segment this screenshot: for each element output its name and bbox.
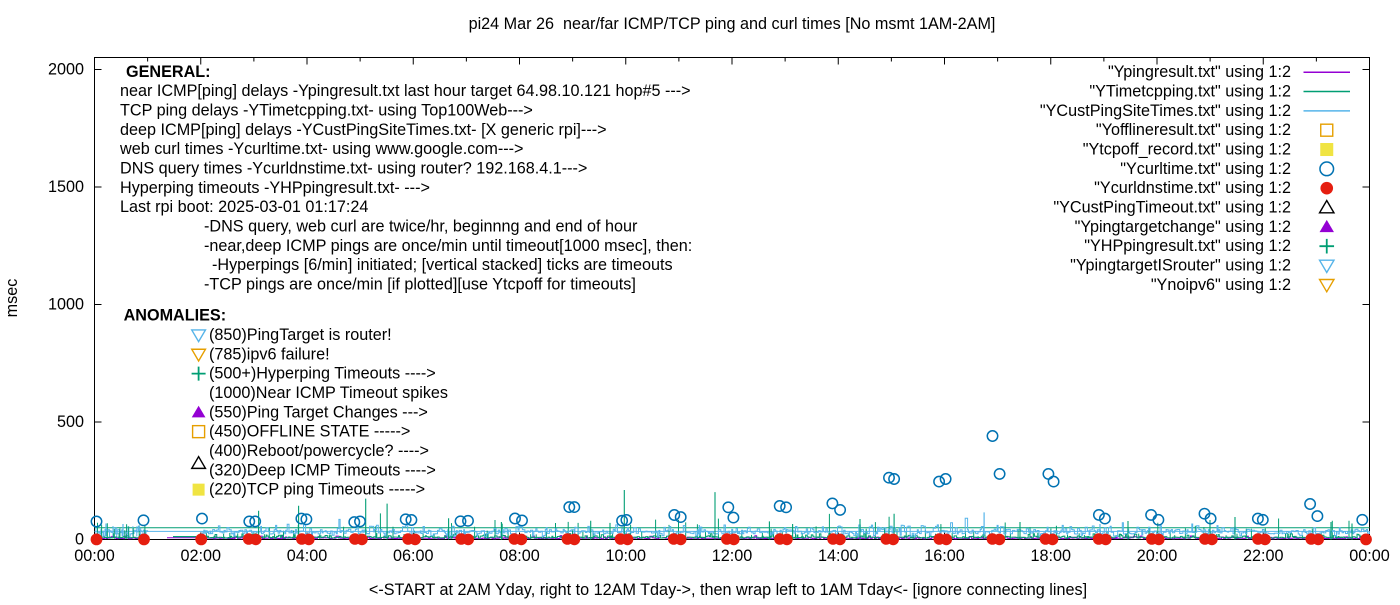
svg-text:"YHPpingresult.txt" using 1:2: "YHPpingresult.txt" using 1:2 bbox=[1084, 237, 1291, 255]
svg-text:20:00: 20:00 bbox=[1137, 547, 1178, 565]
svg-text:DNS query times -Ycurldnstime.: DNS query times -Ycurldnstime.txt- using… bbox=[120, 159, 587, 177]
svg-text:12:00: 12:00 bbox=[712, 547, 753, 565]
svg-text:500: 500 bbox=[57, 413, 84, 431]
svg-text:deep ICMP[ping] delays -YCustP: deep ICMP[ping] delays -YCustPingSiteTim… bbox=[120, 121, 607, 139]
svg-text:TCP ping delays -YTimetcpping.: TCP ping delays -YTimetcpping.txt- using… bbox=[120, 101, 533, 119]
svg-text:ANOMALIES:: ANOMALIES: bbox=[124, 307, 227, 325]
svg-text:"YCustPingSiteTimes.txt" using: "YCustPingSiteTimes.txt" using 1:2 bbox=[1040, 102, 1291, 120]
svg-text:(785)ipv6 failure!: (785)ipv6 failure! bbox=[209, 345, 330, 363]
svg-text:02:00: 02:00 bbox=[180, 547, 221, 565]
svg-text:04:00: 04:00 bbox=[287, 547, 328, 565]
svg-text:"YTimetcpping.txt" using 1:2: "YTimetcpping.txt" using 1:2 bbox=[1089, 83, 1291, 101]
svg-text:00:00: 00:00 bbox=[1349, 547, 1390, 565]
svg-text:"Ycurltime.txt" using 1:2: "Ycurltime.txt" using 1:2 bbox=[1120, 160, 1291, 178]
svg-text:"YCustPingTimeout.txt" using 1: "YCustPingTimeout.txt" using 1:2 bbox=[1053, 199, 1291, 217]
svg-text:near ICMP[ping] delays -Ypingr: near ICMP[ping] delays -Ypingresult.txt … bbox=[120, 82, 691, 100]
svg-text:16:00: 16:00 bbox=[924, 547, 965, 565]
svg-text:2000: 2000 bbox=[48, 61, 84, 79]
svg-text:(450)OFFLINE STATE ----->: (450)OFFLINE STATE -----> bbox=[209, 423, 410, 441]
svg-text:(550)Ping Target Changes --->: (550)Ping Target Changes ---> bbox=[209, 403, 428, 421]
svg-text:00:00: 00:00 bbox=[74, 547, 115, 565]
svg-text:(850)PingTarget is router!: (850)PingTarget is router! bbox=[209, 326, 392, 344]
svg-text:(400)Reboot/powercycle? ---->: (400)Reboot/powercycle? ----> bbox=[209, 442, 429, 460]
svg-text:14:00: 14:00 bbox=[818, 547, 859, 565]
svg-text:08:00: 08:00 bbox=[499, 547, 540, 565]
svg-text:"Ypingresult.txt" using 1:2: "Ypingresult.txt" using 1:2 bbox=[1108, 63, 1291, 81]
svg-text:"Yofflineresult.txt" using 1:2: "Yofflineresult.txt" using 1:2 bbox=[1096, 121, 1291, 139]
svg-text:(1000)Near ICMP Timeout spikes: (1000)Near ICMP Timeout spikes bbox=[209, 384, 448, 402]
svg-text:"Ypingtargetchange" using 1:2: "Ypingtargetchange" using 1:2 bbox=[1075, 218, 1291, 236]
svg-text:-near,deep ICMP pings are once: -near,deep ICMP pings are once/min until… bbox=[204, 237, 692, 255]
svg-text:-TCP pings are once/min [if pl: -TCP pings are once/min [if plotted][use… bbox=[204, 275, 636, 293]
svg-text:"Ynoipv6" using 1:2: "Ynoipv6" using 1:2 bbox=[1151, 276, 1291, 294]
svg-text:"Ycurldnstime.txt" using 1:2: "Ycurldnstime.txt" using 1:2 bbox=[1094, 179, 1291, 197]
svg-text:Last rpi boot: 2025-03-01 01:1: Last rpi boot: 2025-03-01 01:17:24 bbox=[120, 198, 368, 216]
svg-text:Hyperping timeouts -YHPpingres: Hyperping timeouts -YHPpingresult.txt- -… bbox=[120, 179, 430, 197]
svg-text:10:00: 10:00 bbox=[605, 547, 646, 565]
svg-text:msec: msec bbox=[3, 279, 21, 318]
svg-text:0: 0 bbox=[75, 531, 84, 549]
svg-text:web curl times -Ycurltime.txt-: web curl times -Ycurltime.txt- using www… bbox=[119, 140, 523, 158]
svg-text:"YpingtargetISrouter" using 1:: "YpingtargetISrouter" using 1:2 bbox=[1070, 257, 1291, 275]
svg-text:06:00: 06:00 bbox=[393, 547, 434, 565]
svg-text:18:00: 18:00 bbox=[1030, 547, 1071, 565]
svg-text:(220)TCP ping Timeouts ----->: (220)TCP ping Timeouts -----> bbox=[209, 481, 425, 499]
svg-text:(500+)Hyperping Timeouts ---->: (500+)Hyperping Timeouts ----> bbox=[209, 365, 436, 383]
svg-text:-Hyperpings [6/min] initiated;: -Hyperpings [6/min] initiated; [vertical… bbox=[212, 256, 673, 274]
svg-text:"Ytcpoff_record.txt" using 1:2: "Ytcpoff_record.txt" using 1:2 bbox=[1083, 141, 1291, 159]
svg-text:1500: 1500 bbox=[48, 178, 84, 196]
svg-text:1000: 1000 bbox=[48, 296, 84, 314]
svg-text:22:00: 22:00 bbox=[1243, 547, 1284, 565]
svg-text:-DNS query, web curl are twice: -DNS query, web curl are twice/hr, begin… bbox=[204, 217, 638, 235]
svg-text:<-START at 2AM Yday, right to: <-START at 2AM Yday, right to 12AM Tday-… bbox=[369, 581, 1087, 599]
svg-text:GENERAL:: GENERAL: bbox=[126, 63, 211, 81]
svg-text:pi24 Mar 26 near/far ICMP/TCP: pi24 Mar 26 near/far ICMP/TCP ping and c… bbox=[469, 15, 996, 33]
svg-text:(320)Deep ICMP Timeouts ---->: (320)Deep ICMP Timeouts ----> bbox=[209, 461, 436, 479]
